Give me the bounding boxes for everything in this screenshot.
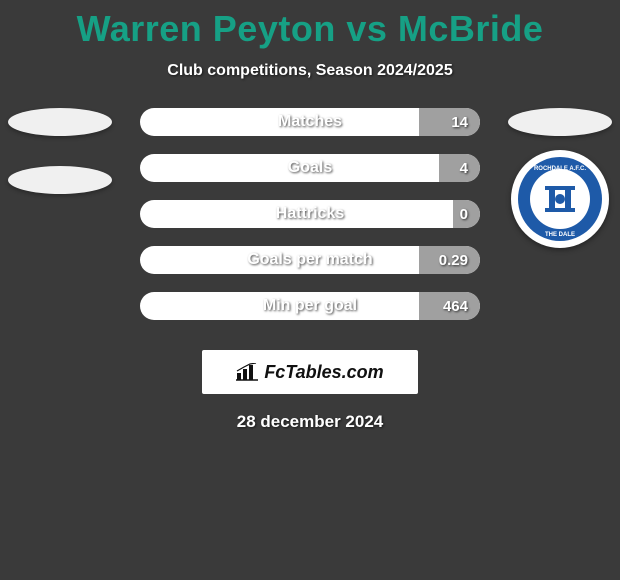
left-player-badges: [8, 108, 112, 194]
right-player-badges: ROCHDALE A.F.C. THE DALE: [508, 108, 612, 248]
stat-bar-value-right: 0.29: [439, 252, 468, 269]
stat-bar-fill-right: [419, 108, 480, 136]
stat-bar-value-right: 14: [451, 114, 468, 131]
left-badge-placeholder-1: [8, 108, 112, 136]
stat-bar: Hattricks 0: [140, 200, 480, 228]
stat-bar-label: Hattricks: [276, 205, 344, 223]
stat-bar: Matches 14: [140, 108, 480, 136]
svg-text:ROCHDALE A.F.C.: ROCHDALE A.F.C.: [534, 166, 586, 172]
stat-bar-value-right: 4: [460, 160, 468, 177]
right-badge-placeholder: [508, 108, 612, 136]
svg-text:THE DALE: THE DALE: [545, 232, 575, 238]
stat-bar-label: Min per goal: [263, 297, 357, 315]
footer-date: 28 december 2024: [0, 412, 620, 432]
stat-bar-value-right: 0: [460, 206, 468, 223]
stat-bar: Goals per match 0.29: [140, 246, 480, 274]
page-title: Warren Peyton vs McBride: [0, 0, 620, 50]
club-crest-rochdale: ROCHDALE A.F.C. THE DALE: [511, 150, 609, 248]
stat-bar-label: Goals per match: [247, 251, 372, 269]
stat-bar: Min per goal 464: [140, 292, 480, 320]
brand-text: FcTables.com: [264, 362, 383, 383]
left-badge-placeholder-2: [8, 166, 112, 194]
stat-bars: Matches 14 Goals 4 Hattricks 0 Goals per match…: [140, 108, 480, 320]
crest-icon: ROCHDALE A.F.C. THE DALE: [517, 156, 603, 242]
comparison-stage: ROCHDALE A.F.C. THE DALE Matches 14 Goals 4…: [0, 108, 620, 320]
stat-bar-label: Goals: [288, 159, 332, 177]
stat-bar-value-right: 464: [443, 298, 468, 315]
stat-bar: Goals 4: [140, 154, 480, 182]
bar-chart-icon: [236, 363, 258, 381]
stat-bar-label: Matches: [278, 113, 342, 131]
page-subtitle: Club competitions, Season 2024/2025: [0, 62, 620, 80]
brand-box[interactable]: FcTables.com: [202, 350, 418, 394]
